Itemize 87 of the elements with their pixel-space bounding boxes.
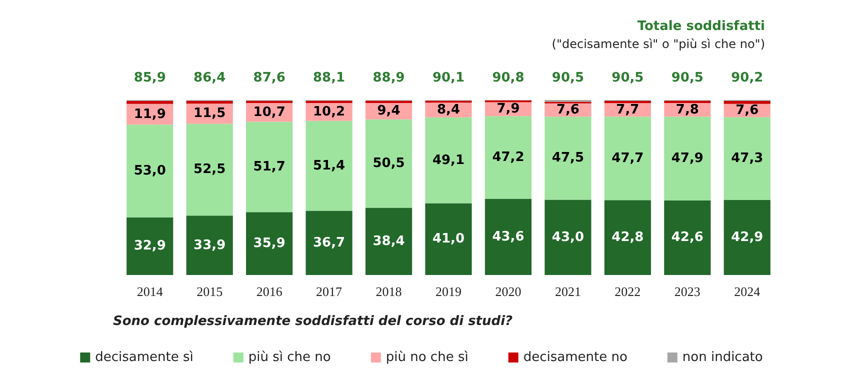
data-label: 43,6 [492, 229, 524, 244]
data-label: 36,7 [313, 235, 346, 250]
x-tick-label: 2017 [316, 284, 343, 299]
text: Sono complessivamente soddisfatti del corso di studi? [113, 314, 514, 329]
bar [544, 200, 592, 275]
x-tick-label: 2016 [256, 284, 283, 299]
bar [664, 200, 711, 275]
bar [365, 119, 412, 208]
x-tick-label: 2021 [554, 284, 581, 299]
x-tick-label: 2024 [734, 284, 761, 299]
data-label: 52,5 [194, 162, 226, 178]
bar [425, 117, 472, 204]
data-label: 7,7 [616, 102, 640, 118]
x-tick-label: 2018 [376, 284, 402, 299]
bar [365, 208, 412, 275]
data-label: 7,9 [496, 102, 520, 117]
data-label: 47,3 [731, 151, 764, 166]
data-label: 32,9 [134, 238, 166, 254]
bar [724, 101, 770, 104]
annotation: 87,6 [253, 70, 286, 86]
annotation: 90,5 [552, 70, 584, 86]
bar [664, 116, 711, 200]
x-tick-label: 2023 [674, 284, 700, 299]
annotation: 86,4 [194, 70, 226, 86]
bar [306, 120, 352, 211]
data-label: 47,7 [612, 150, 644, 166]
x-tick-label: 2014 [136, 284, 164, 299]
bar [724, 117, 770, 200]
data-label: 38,4 [372, 234, 405, 249]
annotation: 90,8 [492, 70, 524, 86]
bar [246, 212, 293, 275]
data-label: 11,9 [134, 106, 166, 122]
bar [484, 116, 532, 199]
bar [604, 116, 651, 200]
bar [425, 203, 472, 275]
data-label: 42,9 [731, 230, 764, 245]
data-label: 49,1 [432, 152, 465, 168]
annotation: 85,9 [134, 70, 166, 86]
data-label: 47,5 [552, 150, 584, 166]
bar [544, 116, 592, 200]
bar [126, 100, 174, 104]
bar [126, 217, 174, 275]
data-label: 53,0 [134, 164, 166, 179]
legend-label: non indicato [682, 350, 763, 365]
x-tick-label: 2022 [614, 284, 641, 299]
bar [186, 124, 233, 216]
legend-label: più no che sì [386, 350, 468, 365]
bar [306, 210, 352, 275]
bar [484, 198, 532, 275]
data-label: 41,0 [432, 232, 465, 247]
annotation: 90,2 [731, 70, 764, 86]
annotation: 90,1 [432, 70, 465, 86]
data-label: 42,6 [671, 230, 704, 246]
bar [126, 124, 174, 218]
data-label: 9,4 [377, 104, 400, 119]
data-label: 10,2 [313, 104, 346, 120]
data-label: 42,8 [612, 230, 644, 246]
data-label: 35,9 [253, 236, 286, 252]
data-label: 51,7 [253, 159, 286, 174]
annotation: 90,5 [671, 70, 704, 86]
data-label: 50,5 [372, 156, 405, 172]
data-label: 11,5 [194, 106, 226, 122]
annotation: 90,5 [612, 70, 644, 86]
data-label: 43,0 [552, 230, 584, 245]
data-label: 7,6 [736, 103, 759, 118]
data-label: 10,7 [253, 104, 286, 120]
data-label: 8,4 [436, 102, 460, 118]
legend-label: decisamente sì [95, 350, 194, 365]
data-label: 7,8 [676, 102, 699, 118]
annotation: 88,1 [313, 70, 346, 86]
bar [604, 200, 651, 275]
bar [724, 200, 770, 275]
legend-label: decisamente no [523, 350, 628, 365]
x-tick-label: 2019 [436, 284, 462, 299]
legend-label: più sì che no [248, 350, 331, 365]
data-label: 51,4 [313, 158, 346, 174]
x-tick-label: 2020 [495, 284, 522, 299]
data-label: 47,9 [671, 151, 704, 166]
x-tick-label: 2015 [196, 284, 223, 299]
bar [246, 122, 293, 212]
data-label: 33,9 [194, 238, 226, 253]
text: ("decisamente sì" o "più sì che no") [552, 37, 765, 51]
text: Totale soddisfatti [637, 19, 765, 34]
bar [186, 216, 233, 275]
data-label: 47,2 [492, 150, 524, 165]
annotation: 88,9 [372, 70, 405, 86]
data-label: 7,6 [556, 102, 580, 118]
